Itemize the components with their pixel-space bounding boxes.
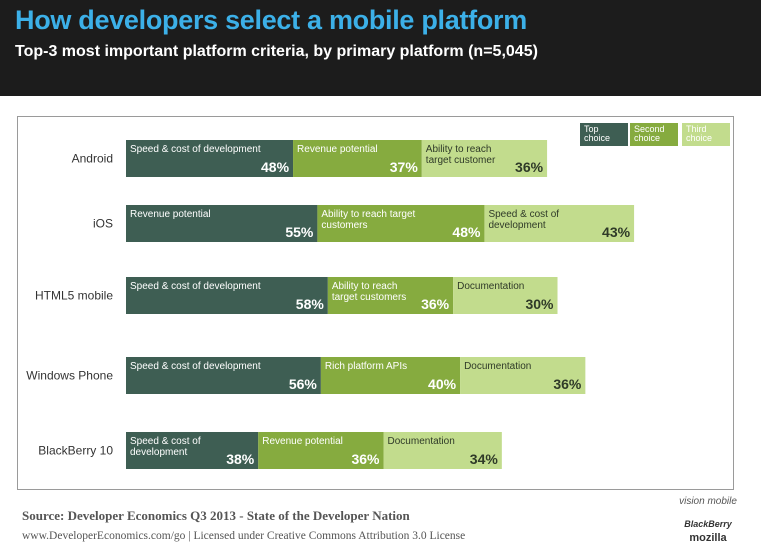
criterion-label: Speed & cost of	[488, 209, 559, 220]
value-label: 37%	[390, 159, 419, 175]
criterion-label: Documentation	[388, 436, 455, 447]
value-label: 56%	[289, 376, 318, 392]
value-label: 55%	[285, 224, 314, 240]
criterion-label: customers	[321, 220, 367, 231]
bar-segment-top	[126, 357, 321, 394]
criterion-label: Speed & cost of development	[130, 361, 261, 372]
bar-segment-top	[126, 432, 259, 469]
criterion-label: Revenue potential	[130, 209, 211, 220]
mozilla-logo: mozilla	[689, 532, 727, 544]
criterion-label: development	[488, 220, 545, 231]
legend-label: choice	[584, 133, 610, 143]
value-label: 36%	[421, 296, 450, 312]
value-label: 58%	[296, 296, 325, 312]
platform-label: Windows Phone	[26, 369, 113, 383]
criterion-label: Ability to reach	[426, 144, 492, 155]
legend-label: choice	[634, 133, 660, 143]
bar-segment-top	[126, 140, 294, 177]
platform-label: Android	[72, 152, 113, 166]
value-label: 48%	[261, 159, 290, 175]
criterion-label: Ability to reach target	[321, 209, 415, 220]
header-banner: How developers select a mobile platform …	[0, 0, 761, 96]
bar-segment-top	[126, 277, 328, 314]
value-label: 36%	[351, 451, 380, 467]
criterion-label: Speed & cost of development	[130, 144, 261, 155]
blackberry-logo: BlackBerry	[684, 519, 732, 529]
bar-segment-third	[453, 277, 558, 314]
criterion-label: target customers	[332, 292, 406, 303]
legend-swatch-top	[580, 123, 628, 146]
bar-segment-top	[126, 205, 318, 242]
legend-swatch-second	[630, 123, 678, 146]
criterion-label: Ability to reach	[332, 281, 398, 292]
bar-segment-third	[421, 140, 548, 177]
source-note: Source: Developer Economics Q3 2013 - St…	[22, 508, 410, 523]
license-note: www.DeveloperEconomics.com/go | Licensed…	[22, 530, 466, 542]
value-label: 40%	[428, 376, 457, 392]
bar-segment-second	[258, 432, 384, 469]
legend-label: choice	[686, 133, 712, 143]
criterion-label: Documentation	[464, 361, 531, 372]
bar-segment-second	[320, 357, 461, 394]
value-label: 34%	[470, 451, 499, 467]
platform-label: HTML5 mobile	[35, 289, 113, 303]
legend-swatch-third	[682, 123, 730, 146]
criterion-label: Speed & cost of development	[130, 281, 261, 292]
bar-segment-second	[327, 277, 454, 314]
bar-segment-third	[484, 205, 635, 242]
bar-segment-second	[317, 205, 485, 242]
criterion-label: development	[130, 447, 187, 458]
criterion-label: Documentation	[457, 281, 524, 292]
criterion-label: target customer	[426, 155, 496, 166]
criterion-label: Speed & cost of	[130, 436, 201, 447]
chart-panel: Android Speed & cost of development 48% Rev…	[17, 116, 734, 490]
bar-segment-second	[293, 140, 422, 177]
criterion-label: Rich platform APIs	[325, 361, 407, 372]
bar-segment-third	[460, 357, 586, 394]
platform-label: BlackBerry 10	[38, 444, 113, 458]
value-label: 38%	[226, 451, 255, 467]
chart-subtitle: Top-3 most important platform criteria, …	[15, 43, 538, 60]
criterion-label: Revenue potential	[262, 436, 343, 447]
value-label: 36%	[515, 159, 544, 175]
legend-label: Third	[686, 124, 707, 134]
value-label: 48%	[452, 224, 481, 240]
value-label: 43%	[602, 224, 631, 240]
chart-title: How developers select a mobile platform	[15, 5, 527, 35]
value-label: 30%	[525, 296, 554, 312]
legend-label: Second	[634, 124, 665, 134]
value-label: 36%	[553, 376, 582, 392]
bar-segment-third	[383, 432, 502, 469]
criterion-label: Revenue potential	[297, 144, 378, 155]
platform-label: iOS	[93, 217, 113, 231]
visionmobile-logo: vision mobile	[679, 496, 737, 507]
legend-label: Top	[584, 124, 599, 134]
banner-zigzag-edge	[0, 0, 761, 93]
